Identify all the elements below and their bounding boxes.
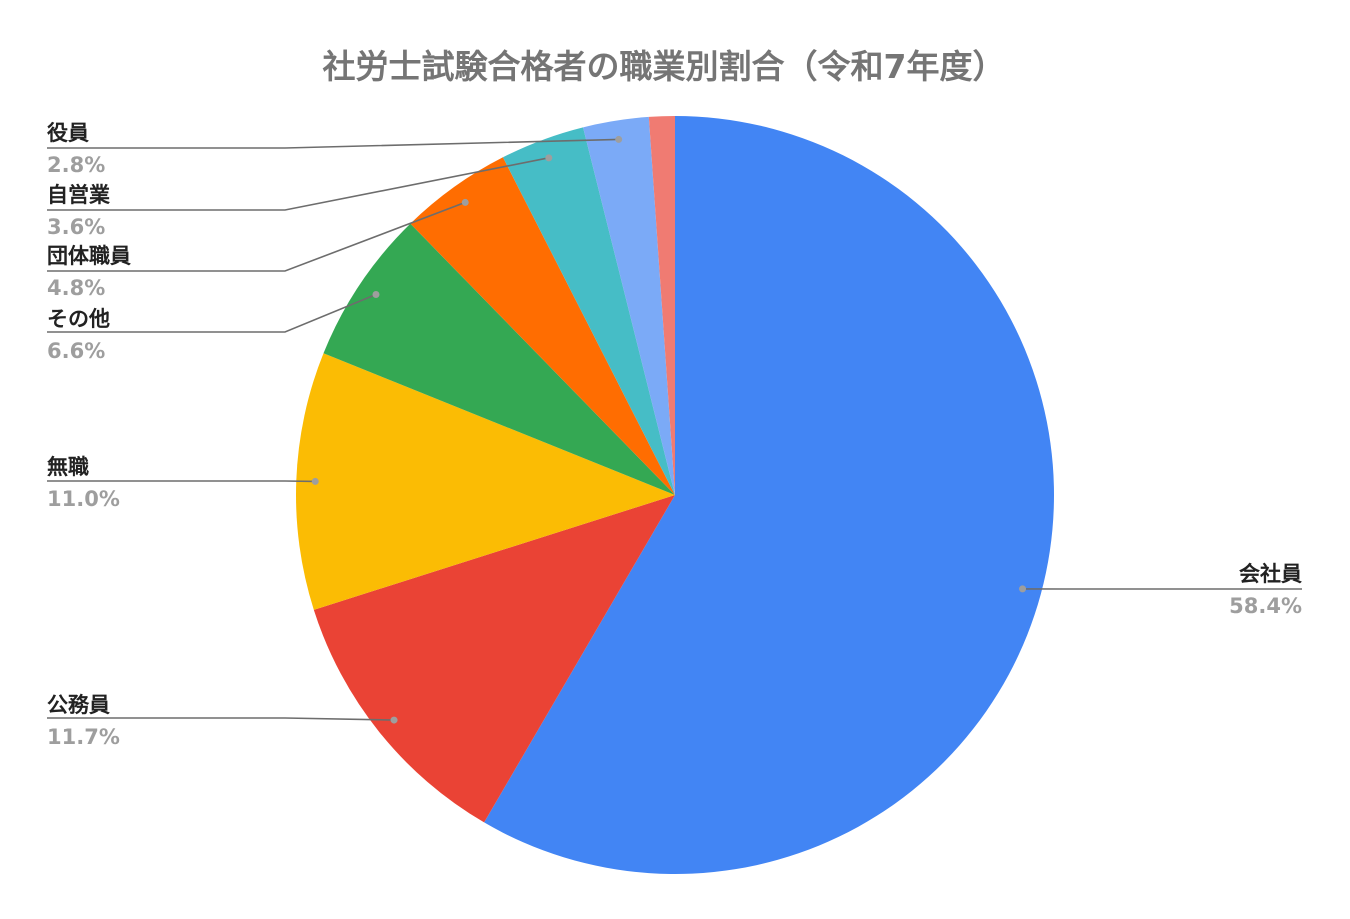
slice-category-label: 会社員	[1239, 562, 1302, 586]
pie-slice	[295, 353, 675, 610]
pie-slice	[502, 127, 675, 495]
slice-value-label: 3.6%	[47, 215, 105, 239]
pie-slice	[648, 116, 675, 495]
leader-line	[47, 201, 466, 272]
slice-category-label: 公務員	[47, 693, 110, 717]
pie-slice	[313, 495, 675, 823]
slice-value-label: 58.4%	[1229, 594, 1302, 618]
leader-dot	[545, 154, 553, 162]
slice-category-label: 無職	[47, 455, 89, 479]
pie-slice	[583, 116, 675, 496]
pie-slice	[484, 116, 1054, 874]
leader-line	[47, 157, 549, 211]
leader-dot	[372, 291, 380, 299]
leader-dot	[615, 135, 623, 143]
pie-slice	[323, 223, 675, 495]
leader-line	[47, 293, 377, 333]
leader-line	[47, 717, 395, 721]
leader-dot	[311, 477, 319, 485]
pie-slice	[410, 157, 675, 495]
slice-labels: 会社員 58.4% 公務員 11.7% 無職 11.0% その他 6.6% 団体職員 4.8% 自営…	[47, 121, 1302, 749]
slice-value-label: 2.8%	[47, 153, 105, 177]
leader-dot	[390, 716, 398, 724]
chart-title: 社労士試験合格者の職業別割合（令和7年度）	[323, 47, 1006, 86]
slice-category-label: 自営業	[47, 183, 111, 207]
slice-category-label: 団体職員	[47, 244, 131, 268]
slice-value-label: 11.0%	[47, 487, 120, 511]
slice-value-label: 11.7%	[47, 725, 120, 749]
slice-value-label: 4.8%	[47, 276, 105, 300]
leader-line	[47, 138, 619, 149]
pie-slices	[295, 116, 1054, 874]
slice-category-label: その他	[47, 307, 110, 331]
leader-dot	[1019, 585, 1027, 593]
leader-lines	[47, 135, 1302, 724]
leader-dot	[461, 198, 469, 206]
slice-value-label: 6.6%	[47, 339, 105, 363]
slice-category-label: 役員	[47, 121, 89, 145]
